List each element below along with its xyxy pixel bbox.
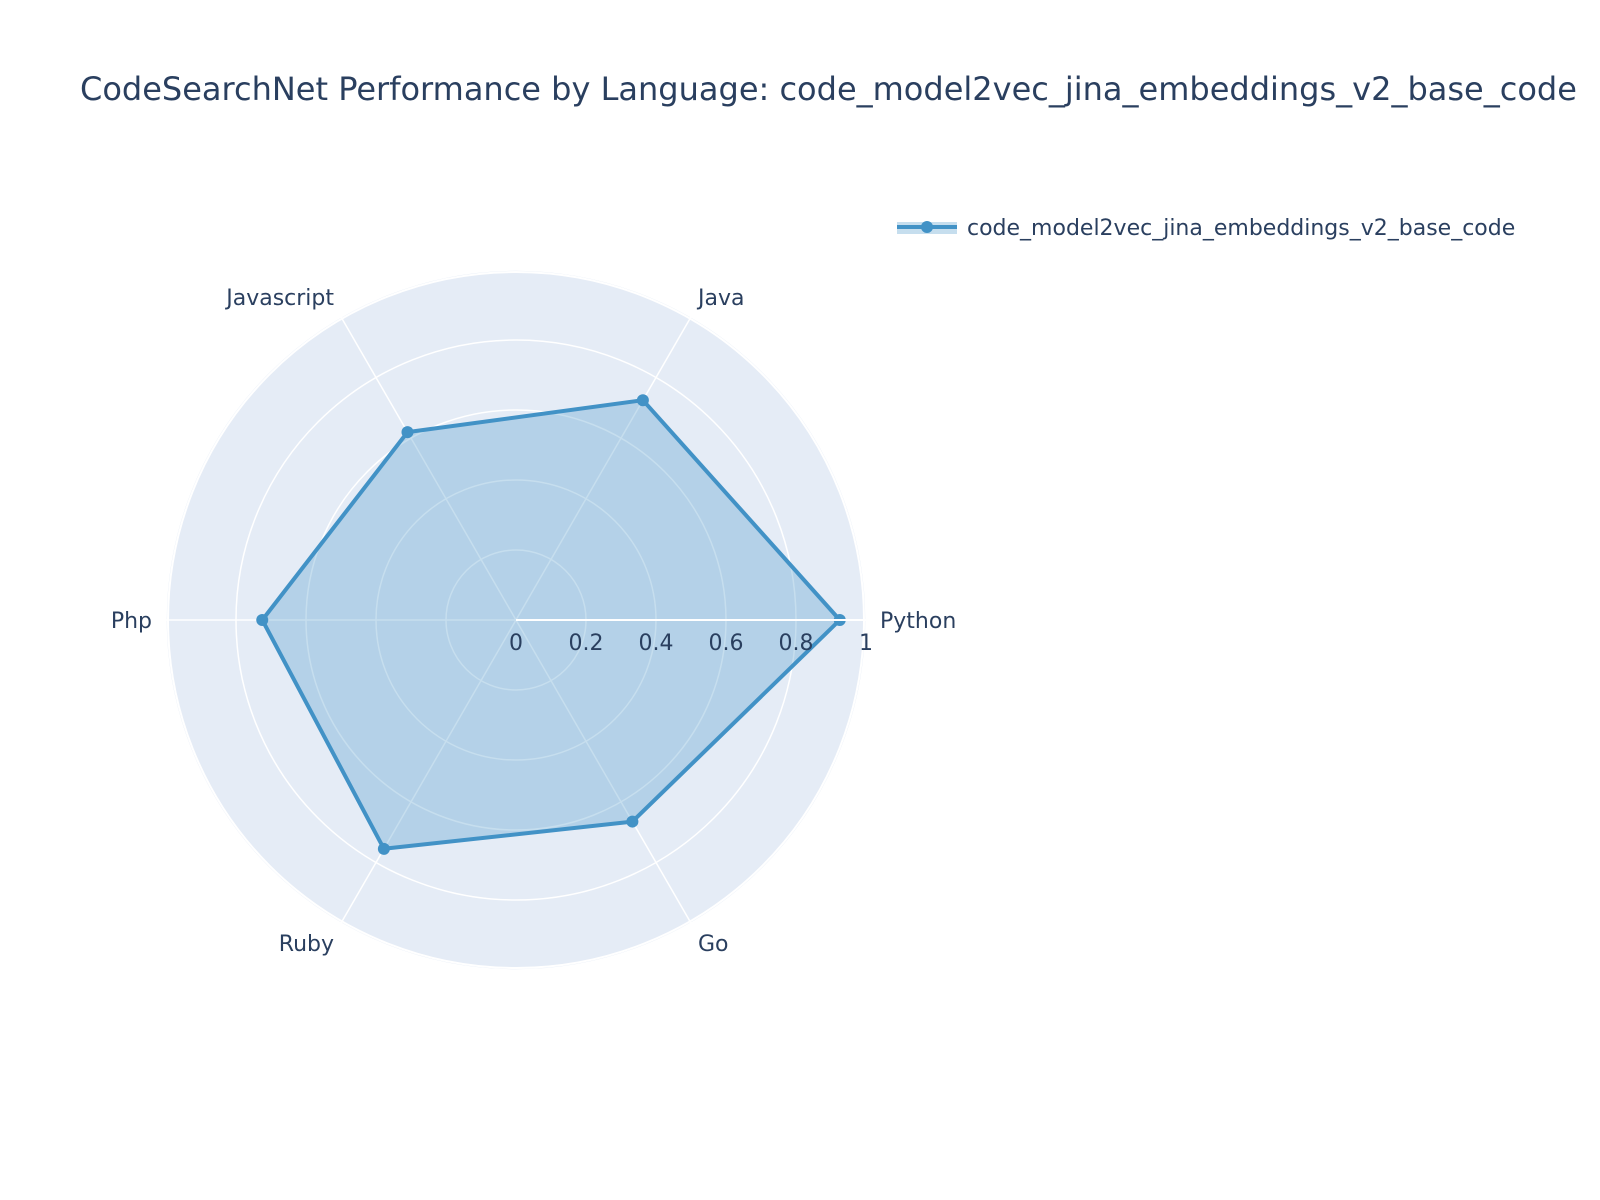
radial-tick-label: 0.2 bbox=[569, 631, 604, 656]
angular-tick-label: Python bbox=[880, 609, 956, 634]
chart-title: CodeSearchNet Performance by Language: c… bbox=[80, 70, 1577, 108]
angular-gridline bbox=[515, 619, 692, 924]
data-point[interactable] bbox=[401, 426, 414, 439]
angular-gridline bbox=[515, 316, 692, 621]
angular-axis-labels: Python Java Javascript Php Ruby Go bbox=[111, 286, 956, 957]
radial-tick-label: 0.8 bbox=[779, 631, 814, 656]
radial-tick-label: 1 bbox=[859, 631, 873, 656]
angular-tick-label: Ruby bbox=[279, 932, 334, 957]
legend-swatch-marker bbox=[921, 221, 933, 233]
legend[interactable]: code_model2vec_jina_embeddings_v2_base_c… bbox=[897, 216, 1515, 241]
angular-tick-label: Go bbox=[698, 932, 729, 957]
radial-tick-label: 0.4 bbox=[639, 631, 674, 656]
angular-tick-label: Javascript bbox=[224, 286, 334, 311]
angular-gridline bbox=[340, 619, 517, 924]
radial-tick-label: 0 bbox=[509, 631, 523, 656]
angular-tick-label: Php bbox=[111, 609, 152, 634]
data-point[interactable] bbox=[256, 614, 269, 626]
series-layer bbox=[256, 394, 846, 855]
legend-entry-label[interactable]: code_model2vec_jina_embeddings_v2_base_c… bbox=[967, 216, 1515, 241]
data-point[interactable] bbox=[377, 842, 390, 855]
radial-axis-ticks: 0 0.2 0.4 0.6 0.8 1 bbox=[509, 619, 873, 656]
data-point[interactable] bbox=[626, 815, 639, 828]
angular-gridline bbox=[340, 316, 517, 621]
angular-tick-label: Java bbox=[696, 286, 744, 311]
data-point[interactable] bbox=[636, 394, 649, 407]
radial-tick-label: 0.6 bbox=[709, 631, 744, 656]
